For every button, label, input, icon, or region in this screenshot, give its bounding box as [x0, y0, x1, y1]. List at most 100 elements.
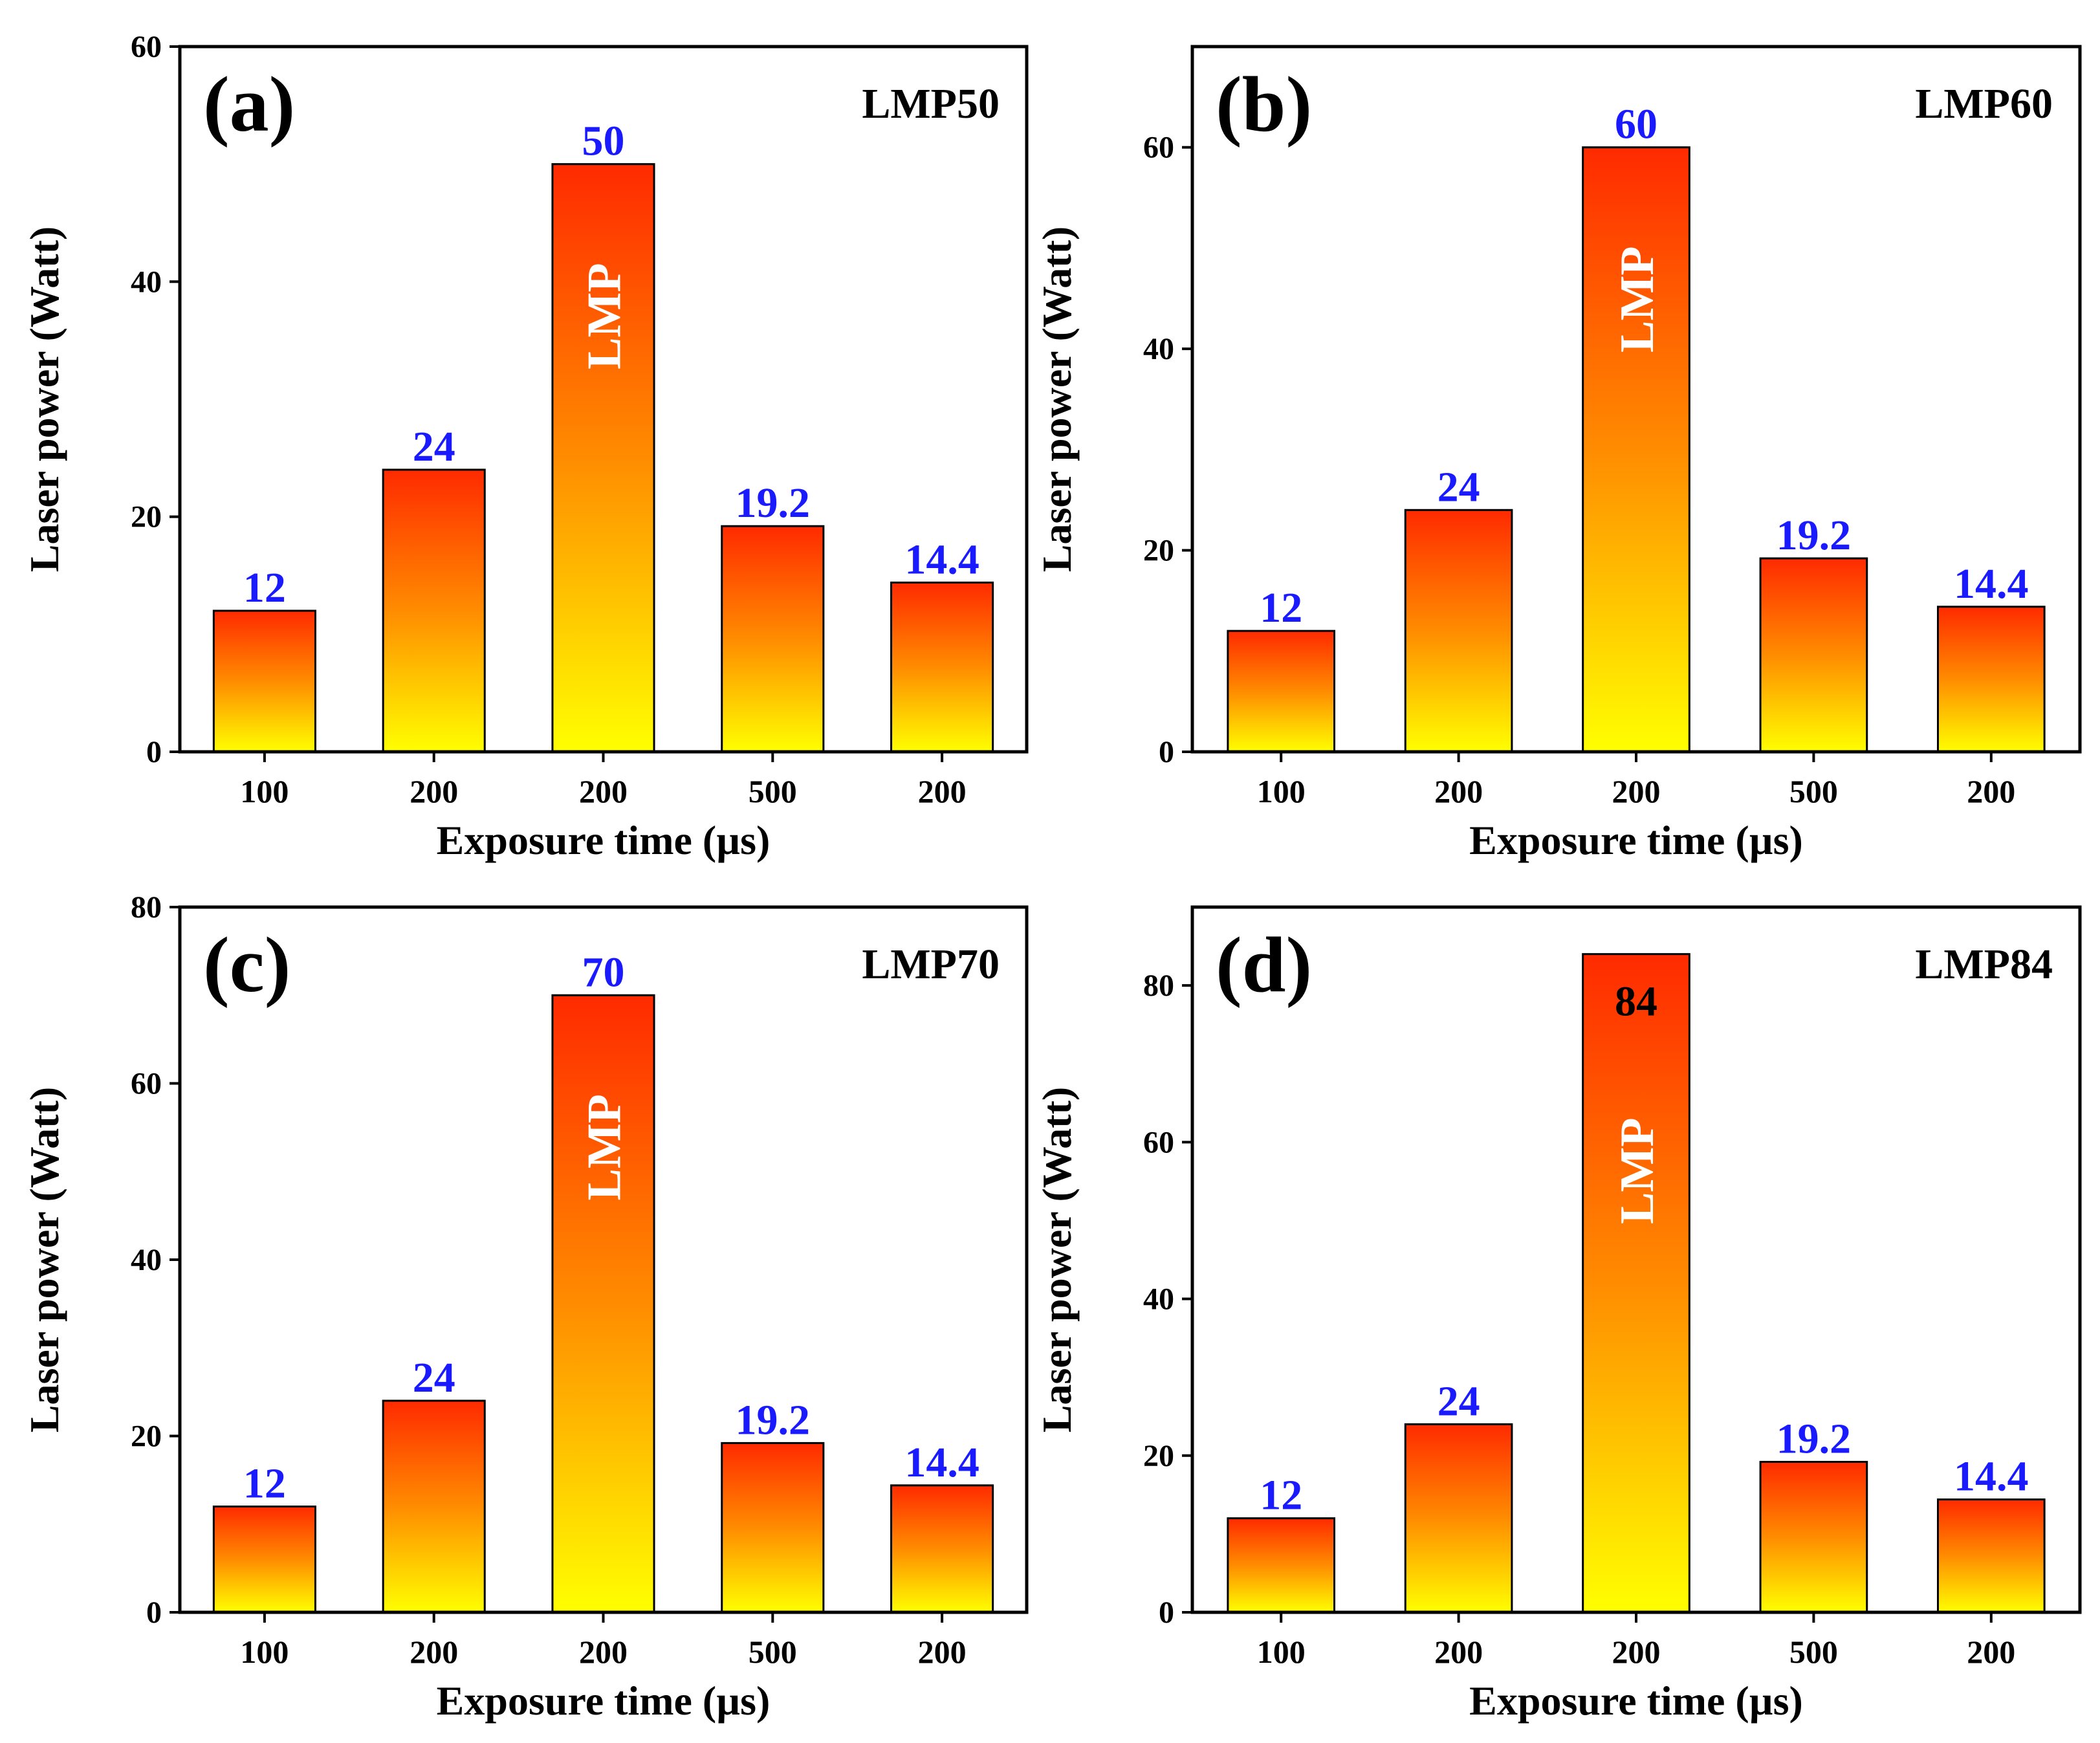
y-axis-label: Laser power (Watt) [21, 1087, 67, 1432]
x-tick-label-5: 200 [1967, 1634, 2015, 1670]
chart-title: LMP60 [1915, 80, 2053, 127]
chart-panel-d: 12 100 24 200 84 200 LMP 19.2 500 14.4 200 0 20 40 60 8… [1034, 905, 2082, 1724]
y-tick-label-3: 40 [1143, 1282, 1174, 1317]
plot-frame [178, 905, 1029, 1614]
x-tick-label-1: 100 [240, 1634, 289, 1670]
plot-frame [1190, 45, 2082, 754]
data-label-3: 84 [1615, 978, 1657, 1025]
panel-label: (b) [1216, 61, 1312, 148]
x-tick-label-4: 500 [749, 773, 797, 809]
bar-1 [1227, 630, 1336, 753]
bar-text-lmp: LMP [1611, 247, 1664, 353]
x-tick-label-5: 200 [1967, 773, 2015, 809]
x-tick-label-3: 200 [579, 1634, 628, 1670]
bar-2 [382, 1399, 486, 1614]
y-tick-label-1: 0 [1159, 1595, 1174, 1630]
bar-3 [1582, 953, 1690, 1614]
x-tick-label-1: 100 [1257, 773, 1306, 809]
y-tick-label-2: 20 [131, 500, 162, 534]
panel-label: (c) [203, 921, 290, 1009]
data-label-5: 14.4 [904, 536, 979, 583]
chart-title: LMP70 [862, 941, 1000, 988]
x-tick-label-4: 500 [1789, 1634, 1838, 1670]
chart-panel-b: 12 100 24 200 60 200 LMP 19.2 500 14.4 200 0 20 40 60 (… [1034, 45, 2082, 863]
x-tick-label-2: 200 [1434, 1634, 1483, 1670]
bar-5 [890, 1484, 994, 1614]
y-tick-label-1: 0 [1159, 735, 1174, 769]
panel-label: (d) [1216, 921, 1312, 1009]
plot-frame [178, 45, 1029, 754]
x-axis-label: Exposure time (µs) [1469, 1678, 1803, 1724]
x-tick-label-4: 500 [1789, 773, 1838, 809]
x-tick-label-3: 200 [1612, 773, 1661, 809]
bar-2 [1404, 509, 1513, 753]
y-tick-label-2: 20 [1143, 534, 1174, 568]
bar-2 [1404, 1423, 1513, 1614]
data-label-4: 19.2 [736, 479, 811, 527]
bar-1 [212, 609, 316, 753]
x-tick-label-2: 200 [410, 773, 458, 809]
data-label-1: 12 [243, 1460, 286, 1507]
x-tick-label-4: 500 [749, 1634, 797, 1670]
y-tick-label-4: 60 [1143, 1125, 1174, 1159]
bar-text-lmp: LMP [1611, 1117, 1664, 1223]
chart-panel-c: 12 100 24 200 70 200 LMP 19.2 500 14.4 200 0 20 40 60 8… [21, 890, 1029, 1724]
data-label-1: 12 [1260, 584, 1302, 631]
data-label-2: 24 [1438, 463, 1480, 510]
bar-4 [1759, 557, 1868, 753]
y-tick-label-1: 0 [146, 1595, 162, 1630]
y-tick-label-2: 20 [1143, 1439, 1174, 1473]
x-tick-label-1: 100 [240, 773, 289, 809]
x-tick-label-2: 200 [1434, 773, 1483, 809]
data-label-1: 12 [1260, 1472, 1302, 1519]
data-label-5: 14.4 [1954, 1453, 2029, 1500]
y-tick-label-3: 40 [131, 1243, 162, 1277]
bar-4 [721, 1442, 825, 1614]
y-axis-label: Laser power (Watt) [21, 226, 67, 572]
data-label-5: 14.4 [904, 1439, 979, 1486]
x-axis-label: Exposure time (µs) [437, 1678, 771, 1724]
y-tick-label-1: 0 [146, 735, 162, 769]
bar-5 [1936, 606, 2046, 753]
data-label-2: 24 [413, 423, 455, 470]
data-label-1: 12 [243, 564, 286, 611]
bar-3 [551, 994, 655, 1614]
data-label-3: 60 [1615, 101, 1657, 148]
data-label-4: 19.2 [736, 1396, 811, 1443]
data-label-2: 24 [413, 1354, 455, 1401]
bar-1 [212, 1506, 316, 1614]
y-tick-label-3: 40 [131, 265, 162, 299]
y-axis-label: Laser power (Watt) [1034, 226, 1080, 572]
chart-panel-a: 12 100 24 200 50 200 LMP 19.2 500 14.4 200 0 20 40 60 (… [21, 30, 1029, 863]
bar-1 [1227, 1517, 1336, 1614]
x-axis-label: Exposure time (µs) [1469, 817, 1803, 863]
bar-text-lmp: LMP [578, 263, 631, 369]
bar-text-lmp: LMP [578, 1094, 631, 1200]
data-label-5: 14.4 [1954, 560, 2029, 608]
bar-5 [1936, 1498, 2046, 1614]
bar-4 [721, 525, 825, 753]
y-tick-label-4: 60 [131, 30, 162, 64]
y-axis-label: Laser power (Watt) [1034, 1087, 1080, 1432]
x-tick-label-5: 200 [918, 1634, 967, 1670]
y-tick-label-5: 80 [131, 890, 162, 925]
data-label-4: 19.2 [1777, 1415, 1852, 1462]
bar-3 [551, 163, 655, 753]
bar-2 [382, 468, 486, 753]
data-label-3: 50 [582, 118, 625, 165]
y-tick-label-2: 20 [131, 1420, 162, 1454]
bar-3 [1582, 146, 1690, 753]
bar-5 [890, 581, 994, 753]
y-tick-label-4: 60 [1143, 131, 1174, 165]
data-label-4: 19.2 [1777, 512, 1852, 559]
y-tick-label-3: 40 [1143, 332, 1174, 366]
chart-title: LMP50 [862, 80, 1000, 127]
plot-frame [1190, 905, 2082, 1614]
y-tick-label-4: 60 [131, 1067, 162, 1101]
data-label-2: 24 [1438, 1377, 1480, 1425]
panel-label: (a) [203, 61, 295, 148]
x-tick-label-3: 200 [1612, 1634, 1661, 1670]
chart-title: LMP84 [1915, 941, 2053, 988]
data-label-3: 70 [582, 948, 625, 996]
